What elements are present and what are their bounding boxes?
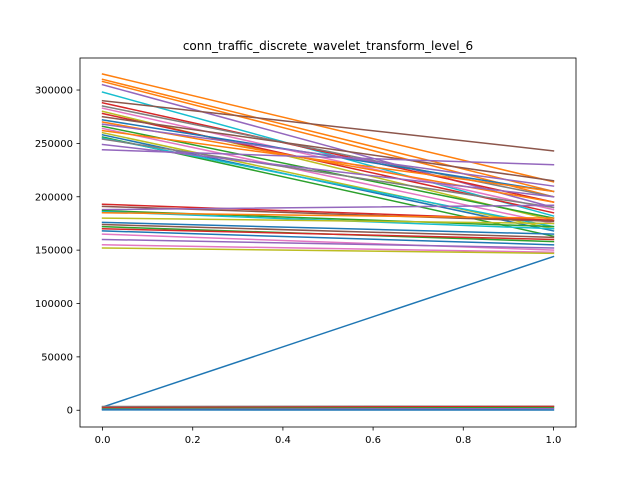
series-line-29 (101, 204, 555, 211)
y-tick-label-4: 200000 (35, 192, 73, 203)
y-tick-label-6: 300000 (35, 86, 73, 97)
series-layer (101, 73, 555, 411)
series-line-3 (101, 78, 555, 193)
series-line-2 (101, 73, 555, 183)
series-line-38 (101, 230, 555, 246)
y-tick-label-0: 0 (67, 406, 73, 417)
series-line-16 (101, 123, 555, 187)
series-line-41 (101, 244, 555, 254)
series-line-35 (101, 223, 555, 239)
series-line-39 (101, 233, 555, 251)
series-line-1 (101, 255, 555, 408)
series-line-13 (101, 115, 555, 182)
plot-frame (79, 57, 577, 428)
series-line-4 (101, 80, 555, 198)
x-tick-label-4: 0.8 (455, 435, 471, 446)
chart-title: conn_traffic_discrete_wavelet_transform_… (183, 39, 473, 53)
series-line-45 (101, 406, 555, 410)
series-line-32 (101, 212, 555, 219)
y-tick-label-2: 100000 (35, 299, 73, 310)
series-line-7 (101, 99, 555, 152)
series-line-8 (101, 101, 555, 203)
x-tick-label-3: 0.6 (365, 435, 381, 446)
y-tick-label-5: 250000 (35, 139, 73, 150)
series-line-5 (101, 83, 555, 209)
series-line-24 (101, 138, 555, 209)
x-tick-label-0: 0.0 (95, 435, 111, 446)
y-tick-label-1: 50000 (41, 352, 73, 363)
series-line-42 (101, 247, 555, 255)
x-tick-label-2: 0.4 (275, 435, 291, 446)
series-line-19 (101, 129, 555, 193)
x-tick-label-5: 1.0 (546, 435, 562, 446)
axes-layer: 0.0 0.2 0.4 0.6 0.8 1.0 0 50000 100000 150000 2000… (35, 57, 577, 446)
series-line-34 (101, 221, 555, 235)
series-line-10 (101, 107, 555, 211)
series-line-44 (101, 405, 555, 409)
series-line-33 (101, 217, 555, 225)
x-tick-label-1: 0.2 (185, 435, 201, 446)
series-line-18 (101, 127, 555, 225)
series-line-20 (101, 131, 555, 230)
series-line-17 (101, 125, 555, 219)
series-line-40 (101, 238, 555, 249)
y-tick-label-3: 150000 (35, 246, 73, 257)
series-line-25 (101, 143, 555, 198)
series-line-26 (101, 149, 555, 166)
series-line-37 (101, 228, 555, 241)
